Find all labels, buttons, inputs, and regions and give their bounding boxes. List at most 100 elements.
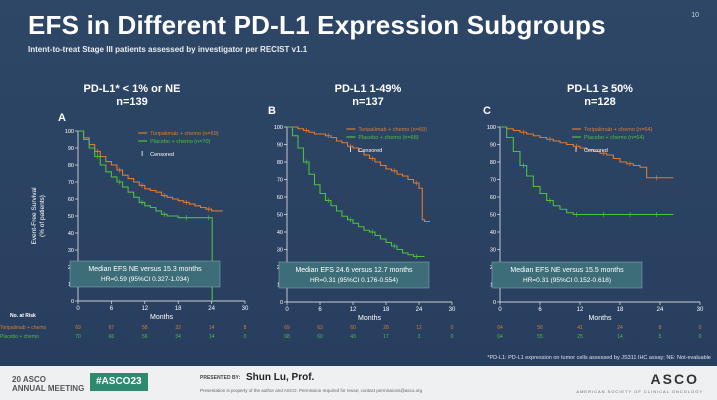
- risk-value: 55: [537, 334, 543, 340]
- risk-value: 43: [350, 334, 356, 340]
- risk-value: 12: [416, 325, 422, 331]
- risk-value: 69: [75, 325, 81, 331]
- risk-value: 0: [699, 334, 702, 340]
- y-tick-label: 70: [277, 178, 283, 184]
- slide-subtitle: Intent-to-treat Stage III patients asses…: [28, 45, 308, 54]
- y-tick-label: 0: [493, 300, 496, 306]
- risk-value: 14: [209, 325, 215, 331]
- panel-letter-b: B: [268, 105, 276, 117]
- risk-value: 67: [109, 325, 115, 331]
- y-tick-label: 90: [490, 143, 496, 149]
- y-tick-label: 100: [487, 125, 496, 131]
- subgroup-heading-c: PD-L1 ≥ 50% n=128: [530, 83, 670, 109]
- hashtag-badge: #ASCO23: [90, 373, 148, 391]
- slide-title: EFS in Different PD-L1 Expression Subgro…: [28, 10, 606, 40]
- risk-value: 69: [284, 325, 290, 331]
- y-tick-label: 50: [490, 213, 496, 219]
- subgroup-label: PD-L1 1-49%: [334, 83, 402, 95]
- subgroup-label: PD-L1 ≥ 50%: [567, 83, 633, 95]
- legend-label: Toripalimab + chemo (n=64): [584, 127, 653, 133]
- footer-bar: 20 ASCO ANNUAL MEETING #ASCO23 PRESENTED…: [0, 366, 717, 400]
- risk-value: 66: [109, 334, 115, 340]
- risk-value: 14: [209, 334, 215, 340]
- risk-value: 5: [659, 334, 662, 340]
- y-tick-label: 90: [277, 143, 283, 149]
- y-axis-title: Event-Free Survival(% of patients): [31, 187, 46, 245]
- asco-logo-subtitle: AMERICAN SOCIETY OF CLINICAL ONCOLOGY: [576, 389, 703, 394]
- y-tick-label: 50: [68, 214, 74, 220]
- risk-value: 3: [418, 334, 421, 340]
- legend-label: Placebo + chemo (n=64): [584, 135, 644, 141]
- risk-value: 56: [142, 334, 148, 340]
- y-tick-label: 70: [490, 178, 496, 184]
- risk-value: 14: [617, 334, 623, 340]
- x-tick-label: 0: [285, 307, 289, 313]
- permission-note: Presentation is property of the author a…: [200, 388, 423, 393]
- subgroup-heading-a: PD-L1* < 1% or NE n=139: [62, 83, 202, 109]
- x-tick-label: 30: [449, 307, 456, 313]
- risk-value: 64: [497, 334, 503, 340]
- risk-value: 25: [577, 334, 583, 340]
- x-tick-label: 18: [383, 307, 390, 313]
- page-number: 10: [691, 12, 699, 19]
- x-tick-label: 30: [697, 307, 704, 313]
- summary-box: [278, 261, 430, 289]
- y-tick-label: 30: [277, 248, 283, 254]
- summary-box: [491, 261, 643, 289]
- x-axis-title: Months: [358, 315, 381, 322]
- risk-value: 17: [383, 334, 389, 340]
- y-tick-label: 80: [490, 160, 496, 166]
- x-axis-title: Months: [150, 314, 173, 321]
- x-tick-label: 12: [350, 307, 357, 313]
- x-tick-label: 30: [242, 306, 249, 312]
- legend-label: Censored: [358, 148, 382, 154]
- x-tick-label: 24: [208, 306, 215, 312]
- risk-value: 0: [451, 334, 454, 340]
- risk-value: 24: [617, 325, 623, 331]
- placebo-curve: [287, 126, 425, 258]
- risk-row-label: Toripalimab + chemo: [0, 325, 46, 331]
- legend-label: Toripalimab + chemo (n=69): [150, 131, 219, 137]
- risk-table-header: No. at Risk: [10, 313, 36, 319]
- asco-logo: ASCO: [650, 371, 699, 387]
- y-tick-label: 70: [68, 180, 74, 186]
- summary-text: HR=0.31 (95%CI 0.176-0.554): [310, 277, 398, 284]
- risk-value: 34: [175, 334, 181, 340]
- y-tick-label: 40: [68, 231, 74, 237]
- toripalimab-curve: [287, 126, 430, 223]
- y-tick-label: 0: [71, 299, 74, 305]
- risk-value: 41: [577, 325, 583, 331]
- legend-label: Toripalimab + chemo (n=69): [358, 127, 427, 133]
- x-tick-label: 24: [416, 307, 423, 313]
- y-tick-label: 90: [68, 146, 74, 152]
- placebo-curve: [500, 126, 674, 216]
- y-tick-label: 100: [274, 125, 283, 131]
- y-tick-label: 0: [280, 300, 283, 306]
- risk-value: 0: [451, 325, 454, 331]
- y-tick-label: 30: [490, 248, 496, 254]
- summary-box: [69, 260, 221, 288]
- x-tick-label: 24: [657, 307, 664, 313]
- risk-value: 64: [497, 325, 503, 331]
- legend-label: Censored: [150, 152, 174, 158]
- toripalimab-curve: [500, 126, 674, 179]
- y-tick-label: 60: [68, 197, 74, 203]
- subgroup-n: n=128: [584, 96, 616, 108]
- y-tick-label: 80: [68, 163, 74, 169]
- summary-text: HR=0.31 (95%CI 0.152-0.618): [523, 277, 611, 284]
- risk-value: 56: [537, 325, 543, 331]
- risk-value: 0: [699, 325, 702, 331]
- y-tick-label: 100: [65, 129, 74, 135]
- conference-logo: 20 ASCO ANNUAL MEETING: [12, 375, 84, 393]
- x-tick-label: 6: [538, 307, 542, 313]
- presenter-name: Shun Lu, Prof.: [246, 372, 315, 383]
- y-tick-label: 50: [277, 213, 283, 219]
- x-tick-label: 12: [577, 307, 584, 313]
- y-tick-label: 40: [277, 230, 283, 236]
- subgroup-n: n=139: [116, 96, 148, 108]
- risk-value: 0: [244, 334, 247, 340]
- placebo-curve: [78, 130, 213, 301]
- summary-text: HR=0.59 (95%CI 0.327-1.034): [101, 276, 189, 283]
- legend-label: Censored: [584, 148, 608, 154]
- y-tick-label: 60: [490, 195, 496, 201]
